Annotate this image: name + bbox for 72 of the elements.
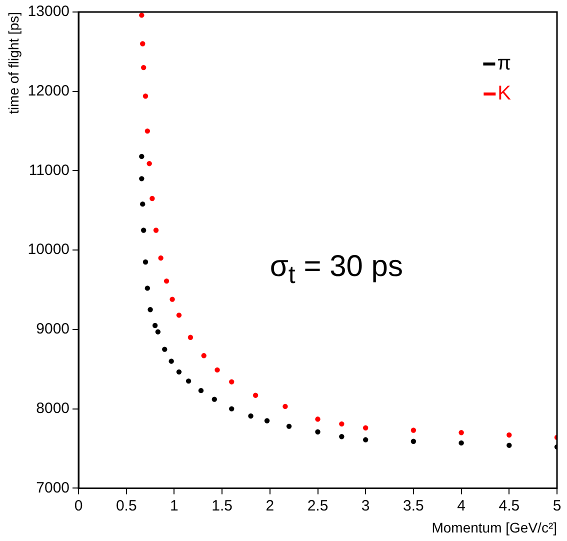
x-tick-label: 2.5 xyxy=(307,497,328,514)
y-tick-label: 10000 xyxy=(28,241,70,258)
point xyxy=(142,94,148,99)
point xyxy=(506,432,512,438)
point xyxy=(363,437,368,442)
point xyxy=(229,379,234,384)
point xyxy=(458,430,464,436)
point xyxy=(146,160,152,166)
point xyxy=(150,196,155,202)
point xyxy=(458,440,464,446)
point xyxy=(152,322,158,328)
point xyxy=(248,413,254,419)
legend-label: π xyxy=(497,52,512,75)
point xyxy=(212,396,217,402)
point xyxy=(168,358,174,364)
point xyxy=(315,429,320,434)
point xyxy=(282,404,288,410)
x-tick-label: 4.5 xyxy=(498,497,520,514)
point xyxy=(410,428,416,433)
point xyxy=(176,369,182,375)
y-tick-label: 8000 xyxy=(36,400,70,417)
y-axis-title: time of flight [ps] xyxy=(5,12,22,114)
annotation: σ$_{t}$ = 30 ps xyxy=(270,250,403,290)
point xyxy=(140,228,146,233)
point xyxy=(142,259,148,265)
point xyxy=(339,434,344,440)
point xyxy=(144,128,150,134)
x-tick-label: 5 xyxy=(552,497,562,514)
point xyxy=(198,388,204,394)
point xyxy=(410,438,416,444)
y-tick-label: 13000 xyxy=(28,3,70,20)
x-tick-label: 2 xyxy=(266,497,274,514)
point xyxy=(176,312,182,318)
point xyxy=(201,353,206,358)
point xyxy=(286,424,292,429)
point xyxy=(139,176,144,182)
y-tick-label: 9000 xyxy=(36,320,70,338)
point xyxy=(155,329,161,334)
point xyxy=(252,392,258,398)
x-axis-title: Momentum [GeV/c²] xyxy=(432,519,557,536)
point xyxy=(139,12,144,18)
point xyxy=(140,201,146,207)
point xyxy=(363,425,368,430)
y-tick-label: 7000 xyxy=(36,479,70,496)
point xyxy=(139,154,144,160)
point xyxy=(506,442,512,448)
x-tick-label: 3.5 xyxy=(403,497,424,514)
point xyxy=(229,406,234,412)
point xyxy=(140,41,146,46)
x-tick-label: 0.5 xyxy=(116,497,137,514)
point xyxy=(186,378,192,384)
point xyxy=(140,64,146,70)
x-tick-label: 3 xyxy=(361,497,370,514)
x-tick-label: 4 xyxy=(457,497,466,514)
x-tick-label: 0 xyxy=(74,497,83,514)
y-tick-label: 12000 xyxy=(28,82,70,100)
point xyxy=(153,228,159,233)
x-tick-label: 1.5 xyxy=(212,497,232,514)
point xyxy=(158,255,164,261)
x-tick-label: 1 xyxy=(170,497,178,514)
y-tick-label: 11000 xyxy=(28,162,70,179)
point xyxy=(214,367,220,373)
point xyxy=(339,421,344,427)
point xyxy=(162,346,168,352)
point xyxy=(188,334,194,340)
point xyxy=(164,278,170,284)
point xyxy=(148,307,153,312)
legend-label: K xyxy=(498,82,512,105)
point xyxy=(144,286,150,291)
point xyxy=(264,418,270,424)
point xyxy=(315,416,320,422)
point xyxy=(170,296,175,302)
